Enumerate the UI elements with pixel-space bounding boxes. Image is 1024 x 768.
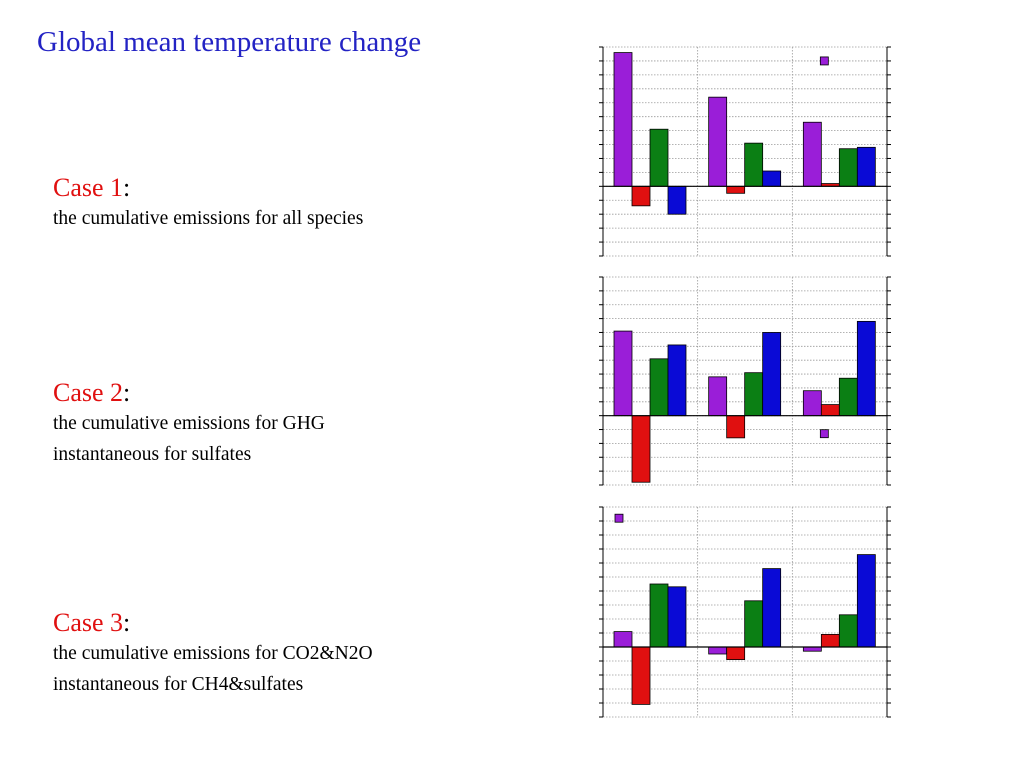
case-1-line-1: the cumulative emissions for all species [53,208,364,229]
bar-blue-group-3 [856,554,876,648]
case-2-heading: Case 2: [53,378,325,408]
case-1-label: Case 1 [53,173,124,202]
case-2-description: Case 2: the cumulative emissions for GHG… [53,378,325,470]
case-1-colon: : [123,173,131,202]
case-3-line-1: the cumulative emissions for CO2&N2O [53,643,373,664]
bar-green-group-3 [838,614,858,648]
case-3-label: Case 3 [53,608,124,637]
case-2-label: Case 2 [53,378,124,407]
case-3-line-2: instantaneous for CH4&sulfates [53,674,304,695]
case-2-line-1: the cumulative emissions for GHG [53,413,325,434]
bar-green-group-2 [744,600,764,648]
case-2-line-2: instantaneous for sulfates [53,444,252,465]
bar-blue-group-2 [762,568,782,648]
bar-purple-group-3 [802,646,822,652]
case-3-heading: Case 3: [53,608,373,638]
bar-purple-group-2 [708,646,728,655]
bar-blue-group-1 [667,586,687,648]
case-1-description: Case 1: the cumulative emissions for all… [53,173,363,234]
bar-purple-group-1 [613,631,633,648]
marker-square [614,513,624,523]
case-2-colon: : [123,378,131,407]
case-3-description: Case 3: the cumulative emissions for CO2… [53,608,373,700]
bar-green-group-1 [649,583,669,648]
bar-red-group-2 [726,646,746,661]
case-1-heading: Case 1: [53,173,363,203]
case-3-colon: : [123,608,131,637]
marker-square [819,56,829,66]
bar-red-group-3 [820,634,840,648]
slide-title: Global mean temperature change [37,26,422,58]
marker-square [819,429,829,439]
bar-red-group-1 [631,646,651,705]
